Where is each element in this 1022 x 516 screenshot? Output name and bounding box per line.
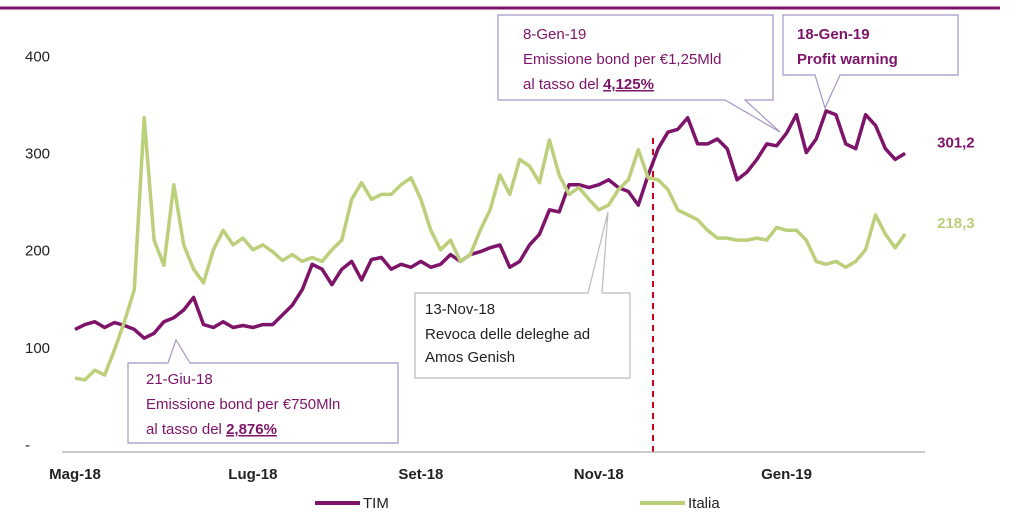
annotation-rate: 2,876% [226,421,277,438]
annotation-text: al tasso del [146,421,222,438]
annotation-text: Emissione bond per €750Mln [146,396,340,413]
callout-box [414,211,631,379]
x-tick-label: Lug-18 [228,466,277,483]
y-tick-label: 400 [25,48,50,65]
annotation-text: Amos Genish [425,349,515,366]
x-tick-label: Mag-18 [49,466,101,483]
annotation-text: al tasso del 4,125% [523,76,654,93]
annotation-text: Emissione bond per €1,25Mld [523,51,721,68]
annotation-date: 21-Giu-18 [146,371,213,388]
annotation-date: 8-Gen-19 [523,26,586,43]
callouts [127,14,959,444]
annotation-date: 13-Nov-18 [425,301,495,318]
callout-box [497,14,781,133]
legend-label: Italia [688,495,720,512]
y-tick-label: - [25,437,30,454]
x-tick-label: Gen-19 [761,466,812,483]
annotation-text: al tasso del [523,76,599,93]
annotation-text: al tasso del 2,876% [146,421,277,438]
x-tick-label: Nov-18 [574,466,624,483]
y-tick-label: 300 [25,146,50,163]
callout-box [127,338,399,444]
x-tick-label: Set-18 [398,466,443,483]
annotation-rate: 4,125% [603,76,654,93]
callout-box [782,14,959,110]
series-line [74,115,907,382]
annotation-text: Profit warning [797,51,898,68]
y-tick-label: 200 [25,243,50,260]
value-label: 301,2 [937,134,975,151]
series-line [74,109,907,340]
value-label: 218,3 [937,215,975,232]
y-tick-label: 100 [25,340,50,357]
annotation-date: 18-Gen-19 [797,26,870,43]
legend-label: TIM [363,495,389,512]
annotation-text: Revoca delle deleghe ad [425,326,590,343]
